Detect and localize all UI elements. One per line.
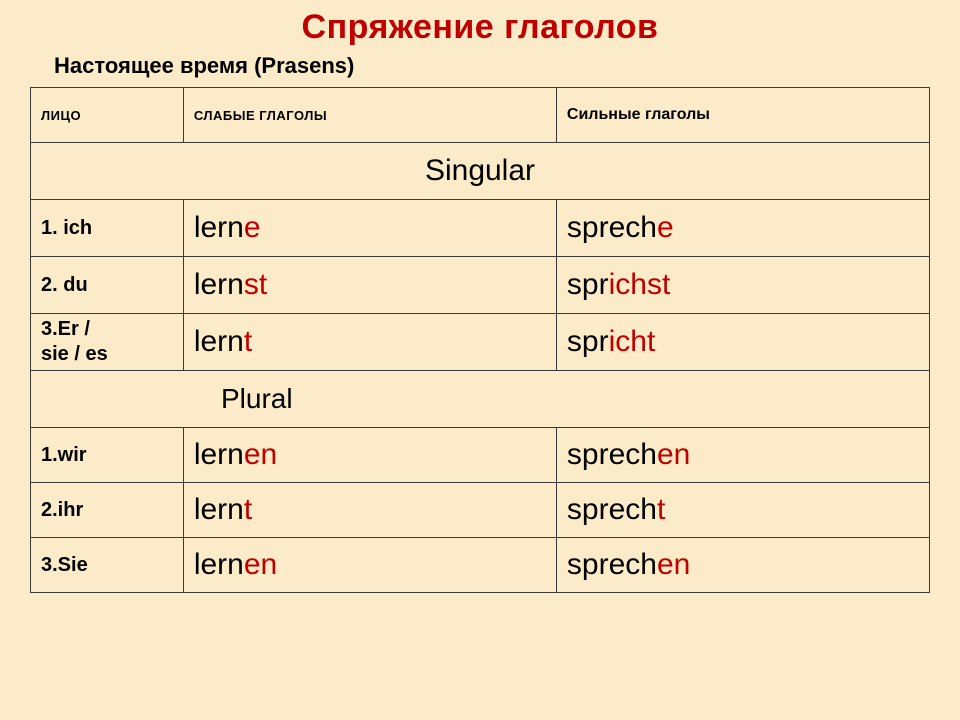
- weak-ich: lerne: [183, 200, 556, 257]
- ending: e: [244, 211, 261, 244]
- ending: t: [244, 325, 252, 358]
- strong-er: spricht: [556, 314, 929, 371]
- row-ich: 1. ich lerne spreche: [31, 200, 930, 257]
- weak-sie-plural: lernen: [183, 538, 556, 593]
- strong-ich: spreche: [556, 200, 929, 257]
- strong-wir: sprechen: [556, 428, 929, 483]
- section-plural: Plural: [31, 371, 930, 428]
- table-header-row: ЛИЦО СЛАБЫЕ ГЛАГОЛЫ Сильные глаголы: [31, 88, 930, 143]
- person-ihr: 2.ihr: [31, 483, 184, 538]
- strong-du: sprichst: [556, 257, 929, 314]
- mid: ich: [609, 325, 647, 358]
- page-title: Спряжение глаголов: [30, 8, 930, 47]
- weak-ihr: lernt: [183, 483, 556, 538]
- person-er-sie-es: 3.Er / sie / es: [31, 314, 184, 371]
- row-du: 2. du lernst sprichst: [31, 257, 930, 314]
- person-sie-plural: 3.Sie: [31, 538, 184, 593]
- slide: Спряжение глаголов Настоящее время (Pras…: [0, 0, 960, 720]
- stem: lern: [194, 268, 244, 301]
- ending: st: [647, 268, 670, 301]
- ending: t: [244, 493, 252, 526]
- weak-er: lernt: [183, 314, 556, 371]
- person-line1: 3.Er /: [41, 318, 90, 340]
- header-strong: Сильные глаголы: [556, 88, 929, 143]
- row-sie-plural: 3.Sie lernen sprechen: [31, 538, 930, 593]
- mid: ich: [609, 268, 647, 301]
- ending: e: [657, 211, 674, 244]
- weak-du: lernst: [183, 257, 556, 314]
- strong-ihr: sprecht: [556, 483, 929, 538]
- stem: lern: [194, 211, 244, 244]
- header-person: ЛИЦО: [31, 88, 184, 143]
- pre: sprech: [567, 211, 657, 244]
- pre: spr: [567, 325, 609, 358]
- pre: sprech: [567, 438, 657, 471]
- row-wir: 1.wir lernen sprechen: [31, 428, 930, 483]
- header-weak: СЛАБЫЕ ГЛАГОЛЫ: [183, 88, 556, 143]
- ending: st: [244, 268, 267, 301]
- row-ihr: 2.ihr lernt sprecht: [31, 483, 930, 538]
- person-line2: sie / es: [41, 343, 108, 365]
- page-subtitle: Настоящее время (Prasens): [54, 53, 930, 79]
- section-singular: Singular: [31, 143, 930, 200]
- stem: lern: [194, 493, 244, 526]
- pre: sprech: [567, 493, 657, 526]
- ending: t: [647, 325, 655, 358]
- pre: sprech: [567, 548, 657, 581]
- stem: lern: [194, 438, 244, 471]
- ending: en: [657, 438, 690, 471]
- ending: en: [657, 548, 690, 581]
- stem: lern: [194, 325, 244, 358]
- stem: lern: [194, 548, 244, 581]
- person-du: 2. du: [31, 257, 184, 314]
- ending: en: [244, 438, 277, 471]
- ending: t: [657, 493, 665, 526]
- person-ich: 1. ich: [31, 200, 184, 257]
- ending: en: [244, 548, 277, 581]
- weak-wir: lernen: [183, 428, 556, 483]
- conjugation-table: ЛИЦО СЛАБЫЕ ГЛАГОЛЫ Сильные глаголы Sing…: [30, 87, 930, 593]
- person-wir: 1.wir: [31, 428, 184, 483]
- strong-sie-plural: sprechen: [556, 538, 929, 593]
- section-plural-label: Plural: [31, 371, 930, 428]
- pre: spr: [567, 268, 609, 301]
- section-singular-label: Singular: [31, 143, 930, 200]
- row-er-sie-es: 3.Er / sie / es lernt spricht: [31, 314, 930, 371]
